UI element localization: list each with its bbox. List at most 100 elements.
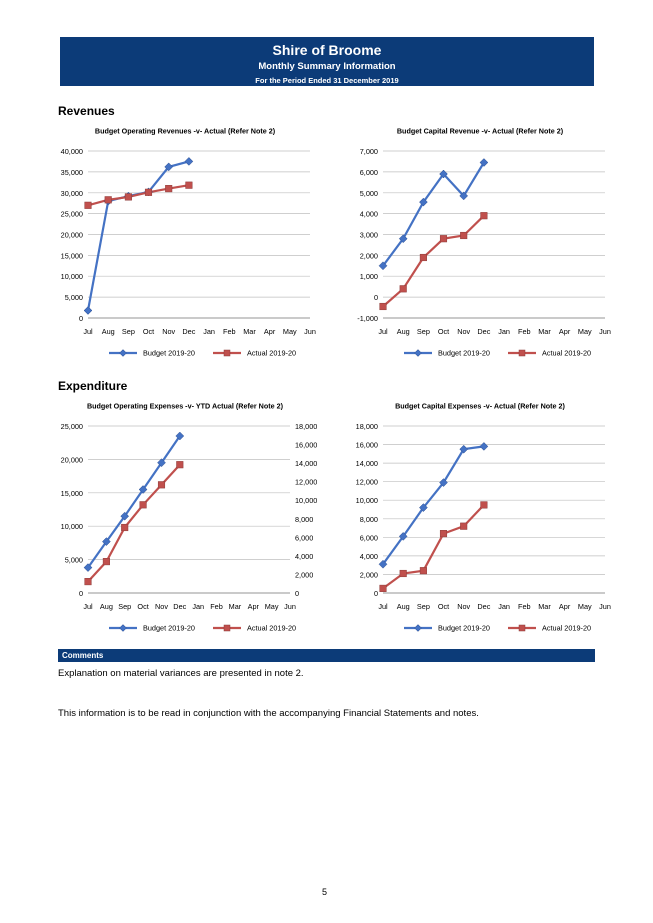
svg-text:12,000: 12,000 — [295, 478, 317, 487]
svg-text:0: 0 — [295, 589, 299, 598]
svg-text:Jan: Jan — [203, 327, 215, 336]
svg-text:Sep: Sep — [417, 602, 430, 611]
svg-text:Feb: Feb — [210, 602, 223, 611]
svg-text:0: 0 — [79, 314, 83, 323]
svg-text:-1,000: -1,000 — [357, 314, 378, 323]
svg-text:5,000: 5,000 — [360, 189, 378, 198]
svg-text:Dec: Dec — [477, 602, 490, 611]
svg-text:10,000: 10,000 — [61, 522, 83, 531]
svg-text:8,000: 8,000 — [295, 515, 313, 524]
svg-text:Jul: Jul — [83, 602, 93, 611]
svg-text:Feb: Feb — [223, 327, 236, 336]
svg-text:May: May — [578, 327, 592, 336]
svg-text:Budget Operating Expenses -v-: Budget Operating Expenses -v- YTD Actual… — [87, 402, 284, 411]
svg-text:2,000: 2,000 — [360, 251, 378, 260]
svg-text:Apr: Apr — [559, 327, 571, 336]
svg-text:6,000: 6,000 — [295, 533, 313, 542]
svg-text:18,000: 18,000 — [295, 422, 317, 431]
svg-text:Jan: Jan — [498, 327, 510, 336]
svg-text:Nov: Nov — [155, 602, 168, 611]
svg-text:Apr: Apr — [248, 602, 260, 611]
svg-text:16,000: 16,000 — [356, 441, 378, 450]
svg-text:Actual 2019-20: Actual 2019-20 — [542, 624, 591, 633]
svg-text:Jan: Jan — [498, 602, 510, 611]
svg-text:Mar: Mar — [229, 602, 242, 611]
svg-text:Budget 2019-20: Budget 2019-20 — [438, 349, 490, 358]
svg-text:Dec: Dec — [477, 327, 490, 336]
svg-text:Aug: Aug — [102, 327, 115, 336]
svg-text:Mar: Mar — [538, 602, 551, 611]
svg-text:Budget 2019-20: Budget 2019-20 — [143, 349, 195, 358]
svg-text:25,000: 25,000 — [61, 210, 83, 219]
svg-text:Oct: Oct — [143, 327, 154, 336]
svg-text:15,000: 15,000 — [61, 251, 83, 260]
svg-text:Budget 2019-20: Budget 2019-20 — [438, 624, 490, 633]
svg-text:Aug: Aug — [100, 602, 113, 611]
svg-text:Jul: Jul — [378, 602, 388, 611]
svg-text:Aug: Aug — [397, 602, 410, 611]
svg-text:0: 0 — [79, 589, 83, 598]
svg-text:Actual 2019-20: Actual 2019-20 — [247, 349, 296, 358]
svg-text:Aug: Aug — [397, 327, 410, 336]
svg-text:Jul: Jul — [378, 327, 388, 336]
svg-text:Jul: Jul — [83, 327, 93, 336]
svg-text:14,000: 14,000 — [356, 459, 378, 468]
svg-text:May: May — [578, 602, 592, 611]
svg-text:Jun: Jun — [284, 602, 296, 611]
svg-text:10,000: 10,000 — [61, 272, 83, 281]
svg-text:10,000: 10,000 — [295, 496, 317, 505]
svg-text:4,000: 4,000 — [295, 552, 313, 561]
svg-text:Budget Capital Expenses -v- Ac: Budget Capital Expenses -v- Actual (Refe… — [395, 402, 565, 411]
svg-text:Jan: Jan — [192, 602, 204, 611]
svg-text:Feb: Feb — [518, 602, 531, 611]
svg-text:Actual 2019-20: Actual 2019-20 — [247, 624, 296, 633]
svg-text:2,000: 2,000 — [360, 570, 378, 579]
svg-text:May: May — [265, 602, 279, 611]
svg-text:Dec: Dec — [173, 602, 186, 611]
svg-text:0: 0 — [374, 589, 378, 598]
svg-text:Oct: Oct — [438, 602, 449, 611]
svg-text:Budget 2019-20: Budget 2019-20 — [143, 624, 195, 633]
svg-text:Mar: Mar — [243, 327, 256, 336]
svg-text:2,000: 2,000 — [295, 570, 313, 579]
svg-text:40,000: 40,000 — [61, 147, 83, 156]
svg-text:Nov: Nov — [457, 327, 470, 336]
svg-text:Feb: Feb — [518, 327, 531, 336]
svg-text:25,000: 25,000 — [61, 422, 83, 431]
svg-text:Oct: Oct — [137, 602, 148, 611]
svg-text:35,000: 35,000 — [61, 168, 83, 177]
svg-text:6,000: 6,000 — [360, 168, 378, 177]
svg-text:Nov: Nov — [457, 602, 470, 611]
svg-text:15,000: 15,000 — [61, 489, 83, 498]
svg-text:20,000: 20,000 — [61, 455, 83, 464]
svg-text:4,000: 4,000 — [360, 552, 378, 561]
svg-text:5,000: 5,000 — [65, 293, 83, 302]
svg-text:Budget Capital Revenue -v- Act: Budget Capital Revenue -v- Actual (Refer… — [397, 127, 564, 136]
svg-text:20,000: 20,000 — [61, 231, 83, 240]
svg-text:30,000: 30,000 — [61, 189, 83, 198]
svg-text:14,000: 14,000 — [295, 459, 317, 468]
svg-text:Jun: Jun — [599, 327, 611, 336]
svg-text:Oct: Oct — [438, 327, 449, 336]
svg-text:4,000: 4,000 — [360, 210, 378, 219]
svg-text:Apr: Apr — [264, 327, 276, 336]
svg-text:18,000: 18,000 — [356, 422, 378, 431]
svg-text:12,000: 12,000 — [356, 478, 378, 487]
svg-text:Sep: Sep — [122, 327, 135, 336]
svg-text:0: 0 — [374, 293, 378, 302]
svg-text:Nov: Nov — [162, 327, 175, 336]
svg-text:7,000: 7,000 — [360, 147, 378, 156]
svg-text:Sep: Sep — [417, 327, 430, 336]
svg-text:10,000: 10,000 — [356, 496, 378, 505]
svg-text:16,000: 16,000 — [295, 441, 317, 450]
svg-text:Apr: Apr — [559, 602, 571, 611]
svg-text:Mar: Mar — [538, 327, 551, 336]
svg-text:1,000: 1,000 — [360, 272, 378, 281]
svg-text:Actual 2019-20: Actual 2019-20 — [542, 349, 591, 358]
svg-text:3,000: 3,000 — [360, 231, 378, 240]
svg-text:Sep: Sep — [118, 602, 131, 611]
svg-text:Dec: Dec — [182, 327, 195, 336]
svg-text:8,000: 8,000 — [360, 515, 378, 524]
svg-text:Budget Operating Revenues -v-: Budget Operating Revenues -v- Actual (Re… — [95, 127, 276, 136]
svg-text:May: May — [283, 327, 297, 336]
